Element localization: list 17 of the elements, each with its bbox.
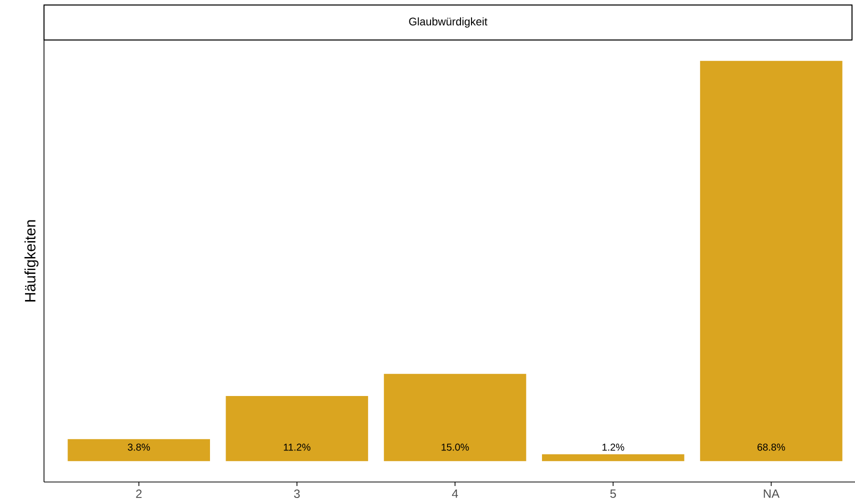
bar [384, 374, 526, 462]
x-tick-label: NA [764, 490, 780, 498]
y-axis-title: Häufigkeiten [24, 220, 38, 302]
x-tick-label: 5 [610, 490, 616, 498]
bar [226, 396, 368, 462]
data-label: 11.2% [284, 444, 310, 451]
bar [700, 60, 842, 462]
chart-title: Glaubwürdigkeit [409, 17, 488, 28]
data-label: 68.8% [758, 444, 786, 451]
bar [68, 439, 210, 462]
data-label: 1.2% [602, 444, 624, 451]
x-tick-label: 4 [452, 490, 458, 498]
data-label: 15.0% [442, 444, 469, 451]
bar [542, 454, 684, 462]
x-tick-label: 3 [294, 490, 300, 498]
data-label: 3.8% [128, 444, 150, 451]
x-tick-label: 2 [136, 490, 142, 498]
